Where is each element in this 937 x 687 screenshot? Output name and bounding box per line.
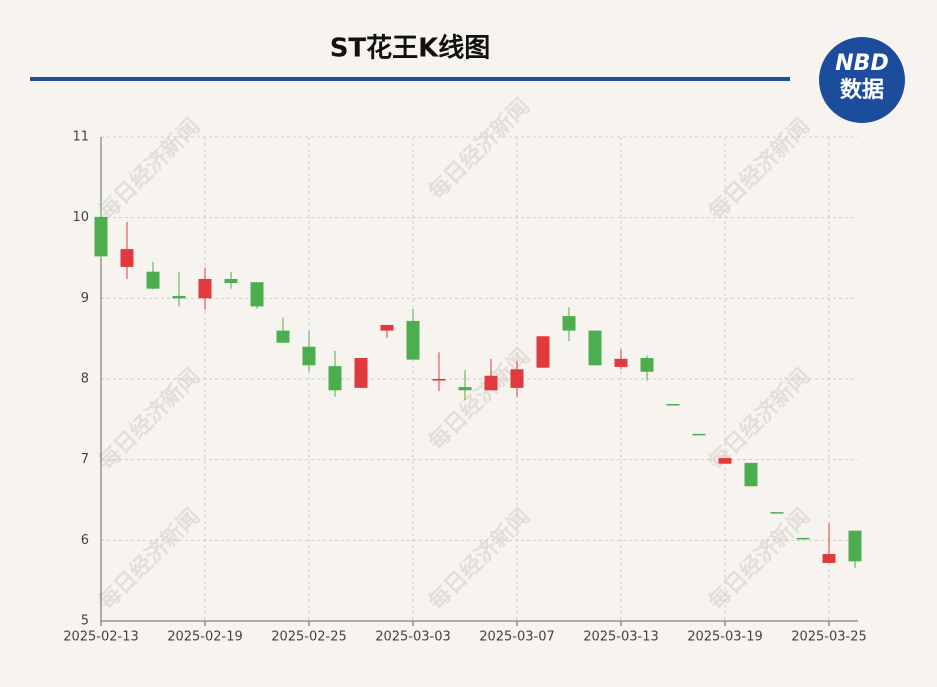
candle-body	[146, 271, 160, 289]
candle-body	[380, 324, 394, 331]
candle-body	[276, 330, 290, 343]
candle-body	[120, 249, 134, 267]
candle-body	[796, 537, 810, 540]
logo-top: NBD	[835, 51, 888, 76]
candle-body	[718, 458, 732, 464]
candle-body	[640, 358, 654, 372]
candle-body	[484, 375, 498, 391]
candle-body	[354, 358, 368, 388]
logo-circle	[819, 37, 905, 123]
x-tick-label: 2025-03-13	[583, 630, 659, 645]
x-tick-label: 2025-02-13	[63, 630, 139, 645]
y-tick-label: 5	[81, 614, 89, 629]
x-tick-label: 2025-03-25	[791, 630, 867, 645]
candle-body	[822, 554, 836, 563]
y-tick-label: 7	[81, 452, 89, 467]
candle-body	[744, 462, 758, 487]
candle-body	[198, 278, 212, 299]
candle-body	[250, 282, 264, 307]
y-tick-label: 9	[81, 291, 89, 306]
candle-body	[94, 216, 108, 257]
x-tick-label: 2025-02-25	[271, 630, 347, 645]
candle-body	[458, 387, 472, 391]
x-tick-label: 2025-02-19	[167, 630, 243, 645]
candle-body	[328, 366, 342, 391]
y-tick-label: 6	[81, 533, 89, 548]
candle-body	[536, 336, 550, 368]
candle-body	[666, 404, 680, 406]
x-tick-label: 2025-03-19	[687, 630, 763, 645]
candle-body	[224, 278, 238, 284]
candle-body	[562, 316, 576, 331]
candle-body	[172, 295, 186, 299]
y-tick-label: 11	[72, 130, 89, 145]
candle-body	[302, 346, 316, 366]
candle-body	[692, 433, 706, 436]
chart-title: ST花王K线图	[330, 34, 491, 64]
candle-body	[432, 379, 446, 381]
candle-body	[614, 358, 628, 367]
candle-body	[510, 369, 524, 388]
logo-bottom: 数据	[840, 77, 884, 103]
x-tick-label: 2025-03-07	[479, 630, 555, 645]
x-tick-label: 2025-03-03	[375, 630, 451, 645]
candle-body	[848, 530, 862, 562]
candle-body	[770, 512, 784, 514]
y-tick-label: 8	[81, 372, 89, 387]
title-underline	[30, 77, 790, 81]
y-tick-label: 10	[72, 210, 89, 225]
candle-body	[406, 320, 420, 360]
candle-body	[588, 330, 602, 366]
